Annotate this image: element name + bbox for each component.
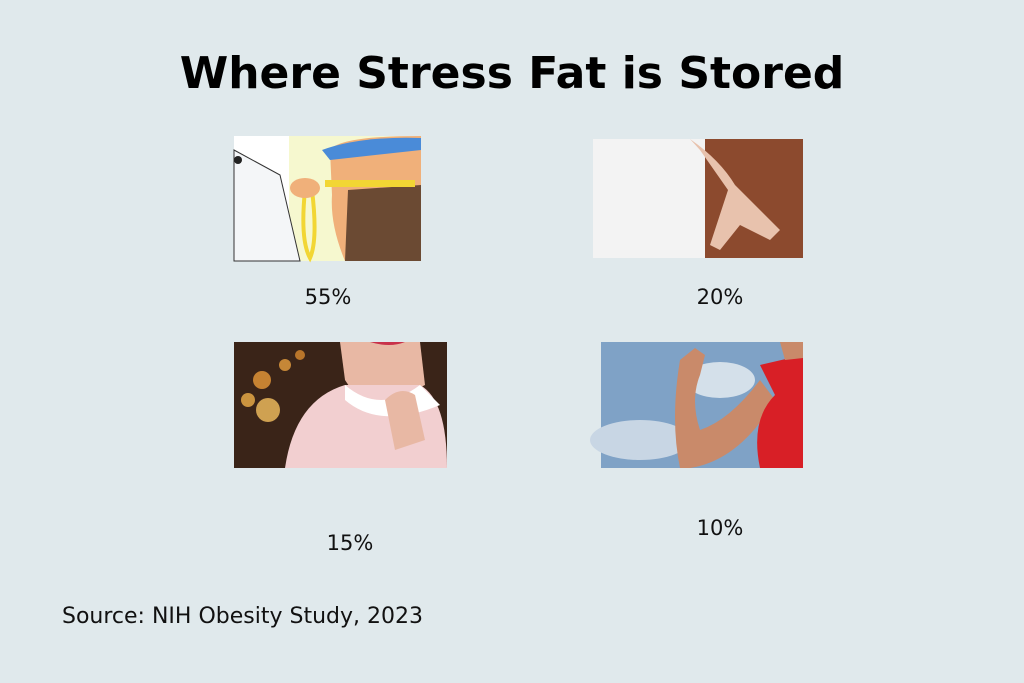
arm-image [590, 342, 803, 468]
source: Source: NIH Obesity Study, 2023 [62, 604, 423, 629]
percent-label: 15% [327, 531, 374, 555]
percent-label: 10% [697, 516, 744, 540]
title: Where Stress Fat is Stored [180, 48, 845, 99]
neck-image [234, 342, 447, 468]
percent-label: 20% [697, 285, 744, 309]
percent-label: 55% [305, 285, 352, 309]
hip-image [593, 139, 803, 258]
belly-image [233, 136, 421, 263]
